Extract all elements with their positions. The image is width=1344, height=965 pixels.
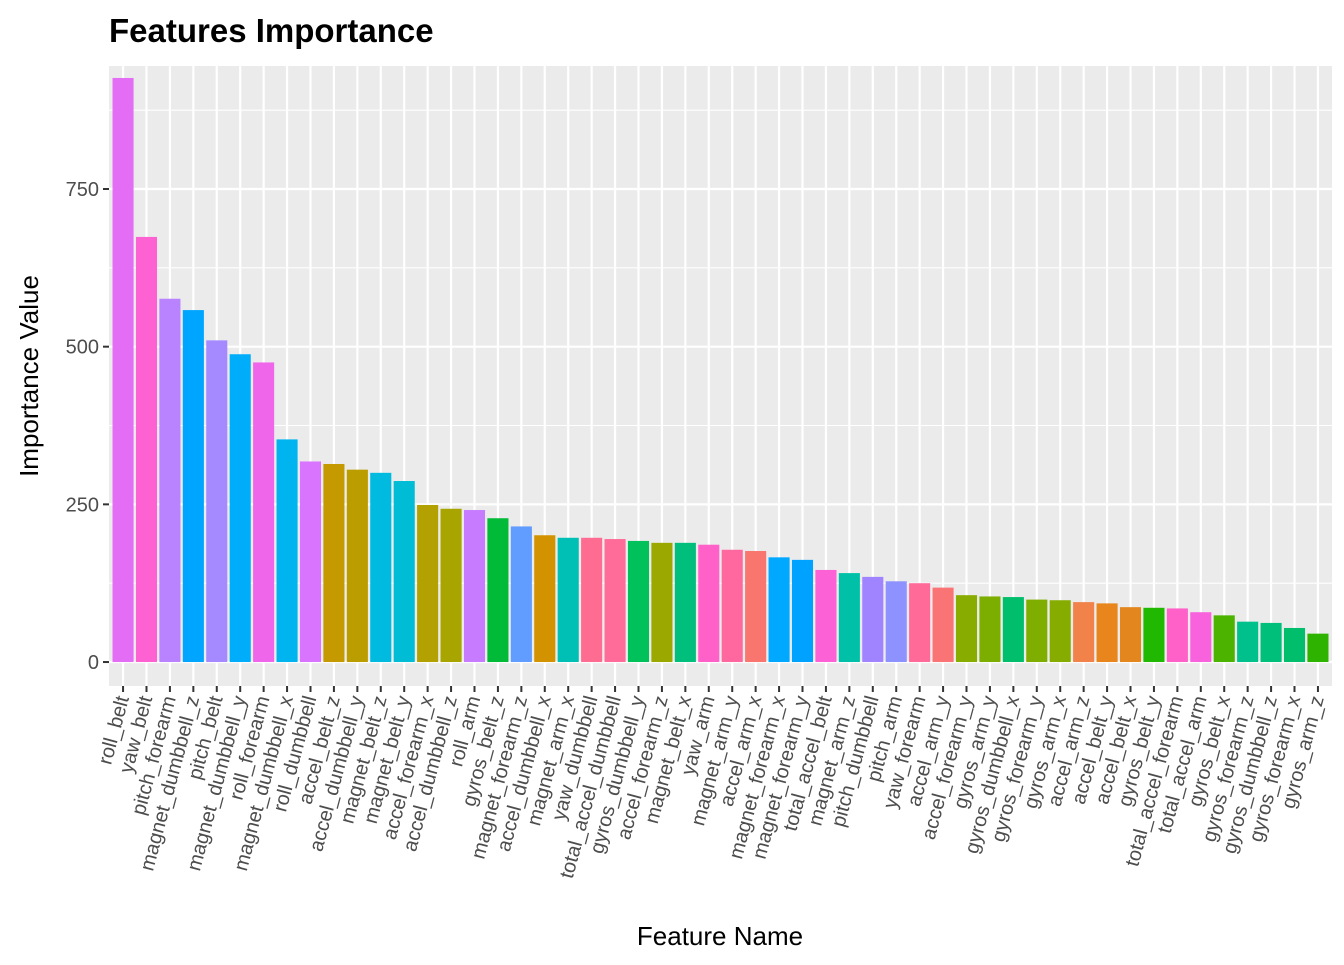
bar-accel_forearm_y xyxy=(955,595,978,663)
bar-magnet_forearm_z xyxy=(510,526,532,663)
bar-total_accel_dumbbell xyxy=(604,539,626,663)
bar-yaw_belt xyxy=(135,236,158,663)
y-tick-label: 500 xyxy=(66,337,99,359)
bars xyxy=(112,77,1329,663)
bar-roll_forearm xyxy=(253,362,275,663)
bar-accel_belt_y xyxy=(1096,603,1118,663)
bar-pitch_forearm xyxy=(159,298,181,663)
bar-accel_arm_y xyxy=(932,587,954,663)
bar-magnet_dumbbell_y xyxy=(229,354,251,663)
bar-gyros_forearm_x xyxy=(1283,627,1306,663)
bar-yaw_dumbbell xyxy=(581,537,603,663)
bar-total_accel_arm xyxy=(1190,612,1212,663)
bar-pitch_dumbbell xyxy=(862,576,884,663)
y-axis-ticks: 0 250 500 750 xyxy=(66,179,109,674)
bar-pitch_arm xyxy=(885,581,907,663)
bar-gyros_forearm_y xyxy=(1026,599,1048,663)
bar-gyros_belt_x xyxy=(1213,615,1235,663)
bar-accel_dumbbell_z xyxy=(440,508,462,663)
bar-accel_arm_x xyxy=(745,551,767,663)
bar-accel_dumbbell_y xyxy=(346,469,368,663)
bar-roll_arm xyxy=(463,510,486,663)
bar-roll_belt xyxy=(112,77,134,663)
bar-gyros_dumbbell_x xyxy=(1002,597,1024,663)
bar-gyros_belt_y xyxy=(1143,607,1165,663)
x-axis-title: Feature Name xyxy=(637,921,803,951)
bar-magnet_forearm_x xyxy=(768,557,790,663)
bar-magnet_arm_z xyxy=(838,573,860,663)
bar-magnet_belt_z xyxy=(370,472,392,663)
bar-accel_arm_z xyxy=(1073,602,1095,663)
bar-magnet_belt_x xyxy=(674,542,696,663)
bar-magnet_forearm_y xyxy=(791,559,814,663)
bar-accel_belt_z xyxy=(323,463,345,663)
x-axis-ticks: roll_beltyaw_beltpitch_forearmmagnet_dum… xyxy=(95,686,1329,881)
bar-magnet_arm_x xyxy=(557,537,579,663)
bar-magnet_belt_y xyxy=(393,481,415,663)
y-tick-label: 750 xyxy=(66,179,99,201)
bar-total_accel_belt xyxy=(815,569,837,663)
bar-total_accel_forearm xyxy=(1166,608,1188,663)
bar-accel_belt_x xyxy=(1119,607,1142,663)
bar-accel_dumbbell_x xyxy=(534,535,556,663)
bar-gyros_dumbbell_z xyxy=(1260,622,1282,663)
bar-gyros_belt_z xyxy=(487,518,509,663)
y-tick-label: 0 xyxy=(88,652,99,674)
bar-gyros_forearm_z xyxy=(1237,621,1259,663)
bar-yaw_forearm xyxy=(909,583,931,663)
y-tick-label: 250 xyxy=(66,494,99,516)
bar-magnet_dumbbell_z xyxy=(182,310,204,663)
bar-accel_forearm_z xyxy=(651,542,673,663)
bar-gyros_arm_y xyxy=(979,596,1001,663)
bar-pitch_belt xyxy=(206,340,228,663)
bar-magnet_arm_y xyxy=(721,549,743,663)
bar-magnet_dumbbell_x xyxy=(276,439,298,663)
y-axis-title: Importance Value xyxy=(14,275,44,477)
bar-gyros_arm_z xyxy=(1307,633,1329,663)
bar-gyros_arm_x xyxy=(1049,600,1071,663)
bar-accel_forearm_x xyxy=(417,504,439,663)
bar-yaw_arm xyxy=(698,544,720,663)
bar-gyros_dumbbell_y xyxy=(627,540,650,663)
bar-roll_dumbbell xyxy=(299,461,322,663)
chart-title: Features Importance xyxy=(109,12,434,49)
